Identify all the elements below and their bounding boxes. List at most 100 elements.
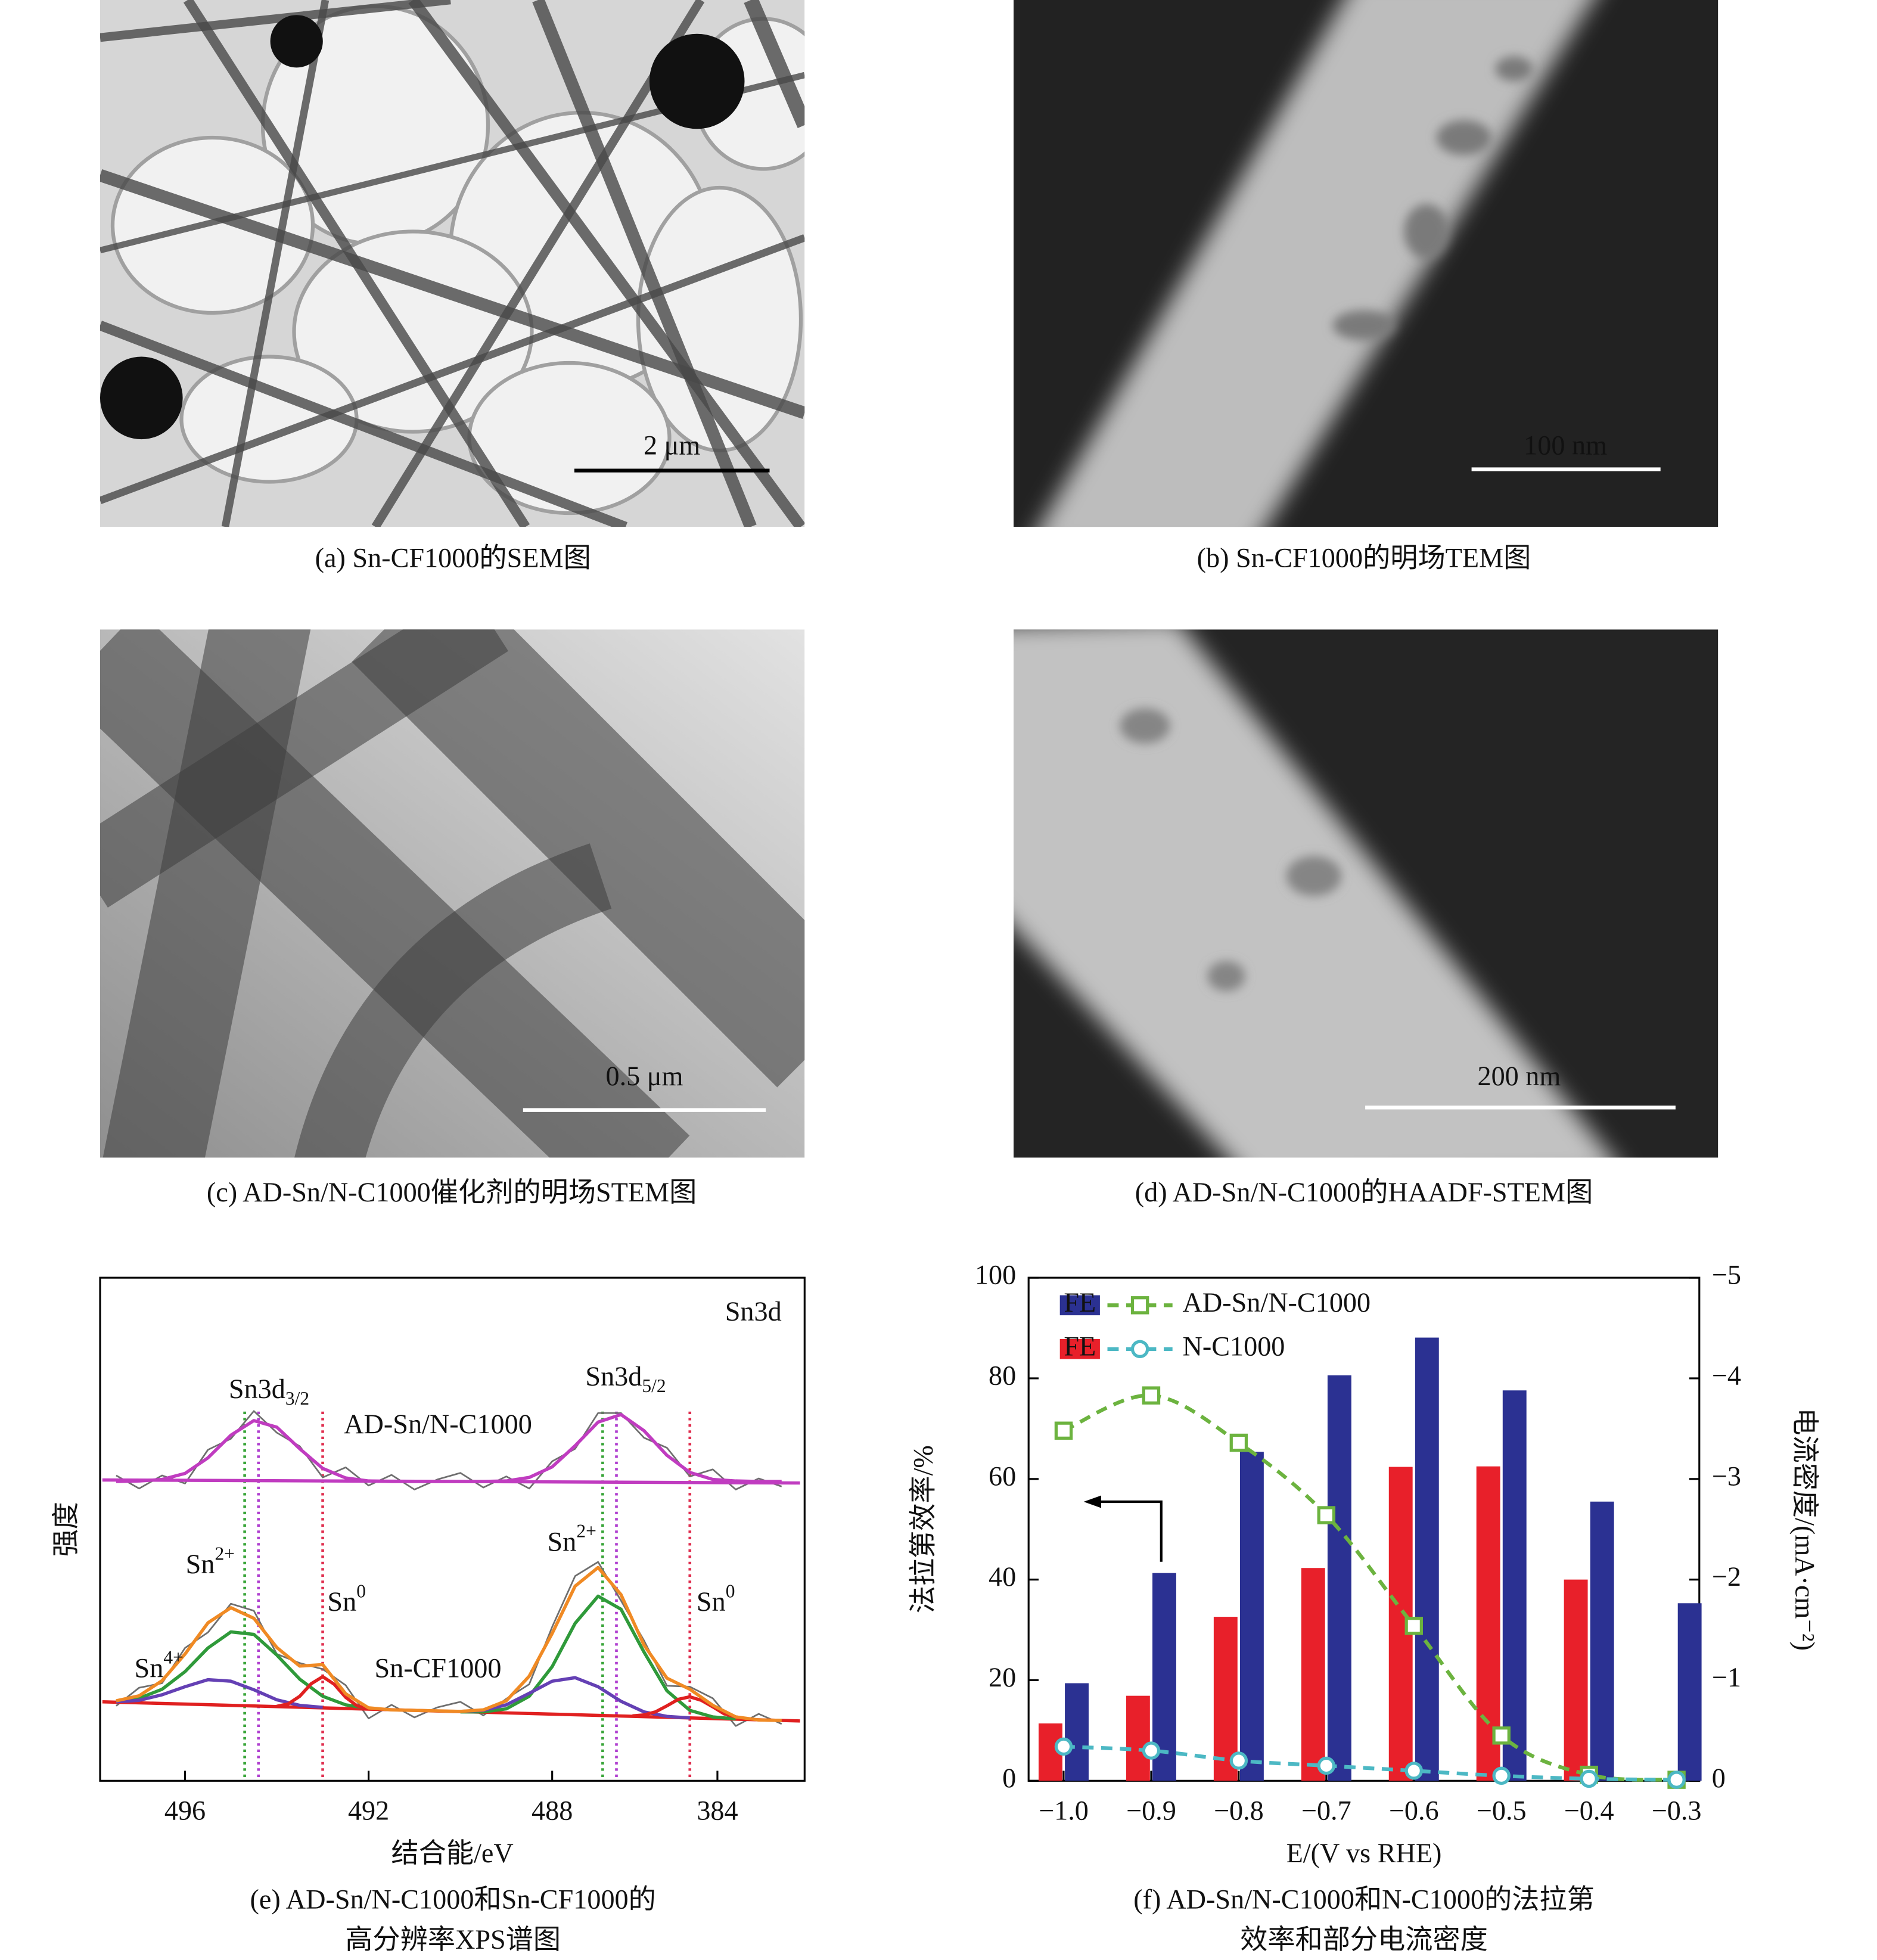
fibers <box>100 629 805 1158</box>
pore <box>1120 708 1170 744</box>
marker <box>1492 1726 1511 1745</box>
fibers <box>100 0 805 527</box>
scale-bar-label: 100 nm <box>1524 430 1607 460</box>
fit-curve <box>116 1412 782 1483</box>
x-tick-label: −0.8 <box>1214 1795 1264 1825</box>
legend-marker <box>1130 1296 1149 1315</box>
pore <box>1207 961 1245 992</box>
annotation-text: AD-Sn/N-C1000 <box>344 1409 532 1439</box>
pore <box>1495 56 1533 82</box>
annotation: Sn3d3/2 <box>229 1374 309 1409</box>
pores <box>1332 56 1533 341</box>
fiber <box>352 629 805 1088</box>
y2-tick-label: −5 <box>1712 1260 1741 1290</box>
y-tick-label: 20 <box>989 1662 1016 1692</box>
scale-bar-label: 0.5 μm <box>606 1061 683 1091</box>
fit-curve <box>116 1630 369 1710</box>
annotation-text: Sn <box>548 1526 577 1557</box>
particle <box>100 356 183 440</box>
y2-tick-label: 0 <box>1712 1763 1726 1793</box>
x-tick-label: −0.6 <box>1389 1795 1439 1825</box>
annotation: AD-Sn/N-C1000 <box>344 1409 532 1439</box>
legend-marker <box>1130 1340 1149 1359</box>
annotation-subscript: 3/2 <box>285 1388 309 1409</box>
annotation: Sn3d <box>725 1296 782 1327</box>
annotation-text: Sn <box>327 1586 356 1617</box>
x-tick-label: −0.5 <box>1477 1795 1527 1825</box>
x-axis-label: 结合能/eV <box>391 1838 514 1868</box>
fiber <box>532 0 757 527</box>
annotation-text: Sn3d <box>725 1296 782 1327</box>
y-tick-label: 80 <box>989 1360 1016 1391</box>
chart-caption: 高分辨率XPS谱图 <box>345 1924 561 1955</box>
annotation-text: Sn <box>135 1653 164 1683</box>
legend-swatch-label: FE <box>1064 1331 1096 1361</box>
annotation-superscript: 0 <box>356 1581 366 1602</box>
scale-bar-label: 200 nm <box>1477 1061 1561 1091</box>
particle <box>270 15 323 68</box>
panel-caption: (a) Sn-CF1000的SEM图 <box>315 542 591 573</box>
fiber <box>102 629 311 1158</box>
annotation: Sn3d5/2 <box>585 1361 666 1396</box>
legend-label: AD-Sn/N-C1000 <box>1183 1287 1371 1318</box>
x-axis-label: E/(V vs RHE) <box>1286 1838 1442 1868</box>
bar <box>1564 1579 1588 1781</box>
marker <box>1142 1741 1161 1760</box>
x-tick-label: 496 <box>164 1795 206 1825</box>
annotation-text: Sn <box>697 1586 726 1617</box>
fiber <box>100 321 628 527</box>
annotation-text: Sn-CF1000 <box>374 1653 501 1683</box>
current-density-line <box>1062 1393 1677 1782</box>
y2-tick-label: −3 <box>1712 1461 1741 1491</box>
annotation: Sn0 <box>697 1581 735 1617</box>
chart-caption: 效率和部分电流密度 <box>1240 1924 1488 1955</box>
annotation-superscript: 4+ <box>163 1647 184 1668</box>
marker <box>1229 1751 1248 1770</box>
x-tick-label: −1.0 <box>1039 1795 1089 1825</box>
y-axis-label: 强度 <box>51 1502 81 1557</box>
y2-tick-label: −1 <box>1712 1662 1741 1692</box>
marker <box>1054 1737 1073 1756</box>
panel-caption: (d) AD-Sn/N-C1000的HAADF-STEM图 <box>1135 1177 1593 1207</box>
x-tick-label: 492 <box>348 1795 389 1825</box>
bar <box>1590 1501 1614 1781</box>
bar <box>1502 1390 1527 1781</box>
chart-caption: (f) AD-Sn/N-C1000和N-C1000的法拉第 <box>1133 1884 1595 1915</box>
bar <box>1126 1695 1150 1781</box>
fiber <box>100 0 451 42</box>
y2-tick-label: −4 <box>1712 1360 1741 1391</box>
bar <box>1677 1603 1702 1781</box>
fiber <box>294 843 612 1158</box>
y2-axis-label: 电流密度/(mA·cm⁻²) <box>1789 1408 1820 1651</box>
annotation: Sn-CF1000 <box>374 1653 501 1683</box>
annotation-text: Sn <box>186 1549 215 1579</box>
annotation-text: Sn3d <box>585 1361 642 1391</box>
x-tick-label: −0.4 <box>1564 1795 1614 1825</box>
bar <box>1239 1452 1264 1781</box>
legend-swatch-label: FE <box>1064 1287 1096 1318</box>
marker <box>1317 1756 1336 1775</box>
x-tick-label: −0.3 <box>1652 1795 1702 1825</box>
bar <box>1327 1375 1351 1781</box>
axis-arrow <box>1098 1500 1163 1562</box>
marker <box>1317 1506 1336 1524</box>
pore <box>1404 204 1449 259</box>
plot-frame <box>1027 1276 1701 1782</box>
fit-curve <box>632 1695 748 1721</box>
legend-swatch <box>1059 1295 1100 1316</box>
fiber <box>221 0 330 527</box>
fit-curve <box>116 1565 782 1722</box>
marker <box>1492 1766 1511 1785</box>
micrograph-d <box>1014 629 1718 1158</box>
annotation: Sn2+ <box>186 1543 235 1579</box>
y2-tick-label: −2 <box>1712 1561 1741 1592</box>
fiber <box>183 0 530 527</box>
y-axis-label: 法拉第效率/% <box>908 1445 938 1613</box>
micrograph-c <box>100 629 805 1158</box>
y-tick-label: 60 <box>989 1461 1016 1491</box>
panel-caption: (c) AD-Sn/N-C1000催化剂的明场STEM图 <box>207 1177 697 1207</box>
x-tick-label: 488 <box>532 1795 573 1825</box>
fiber <box>744 0 805 128</box>
